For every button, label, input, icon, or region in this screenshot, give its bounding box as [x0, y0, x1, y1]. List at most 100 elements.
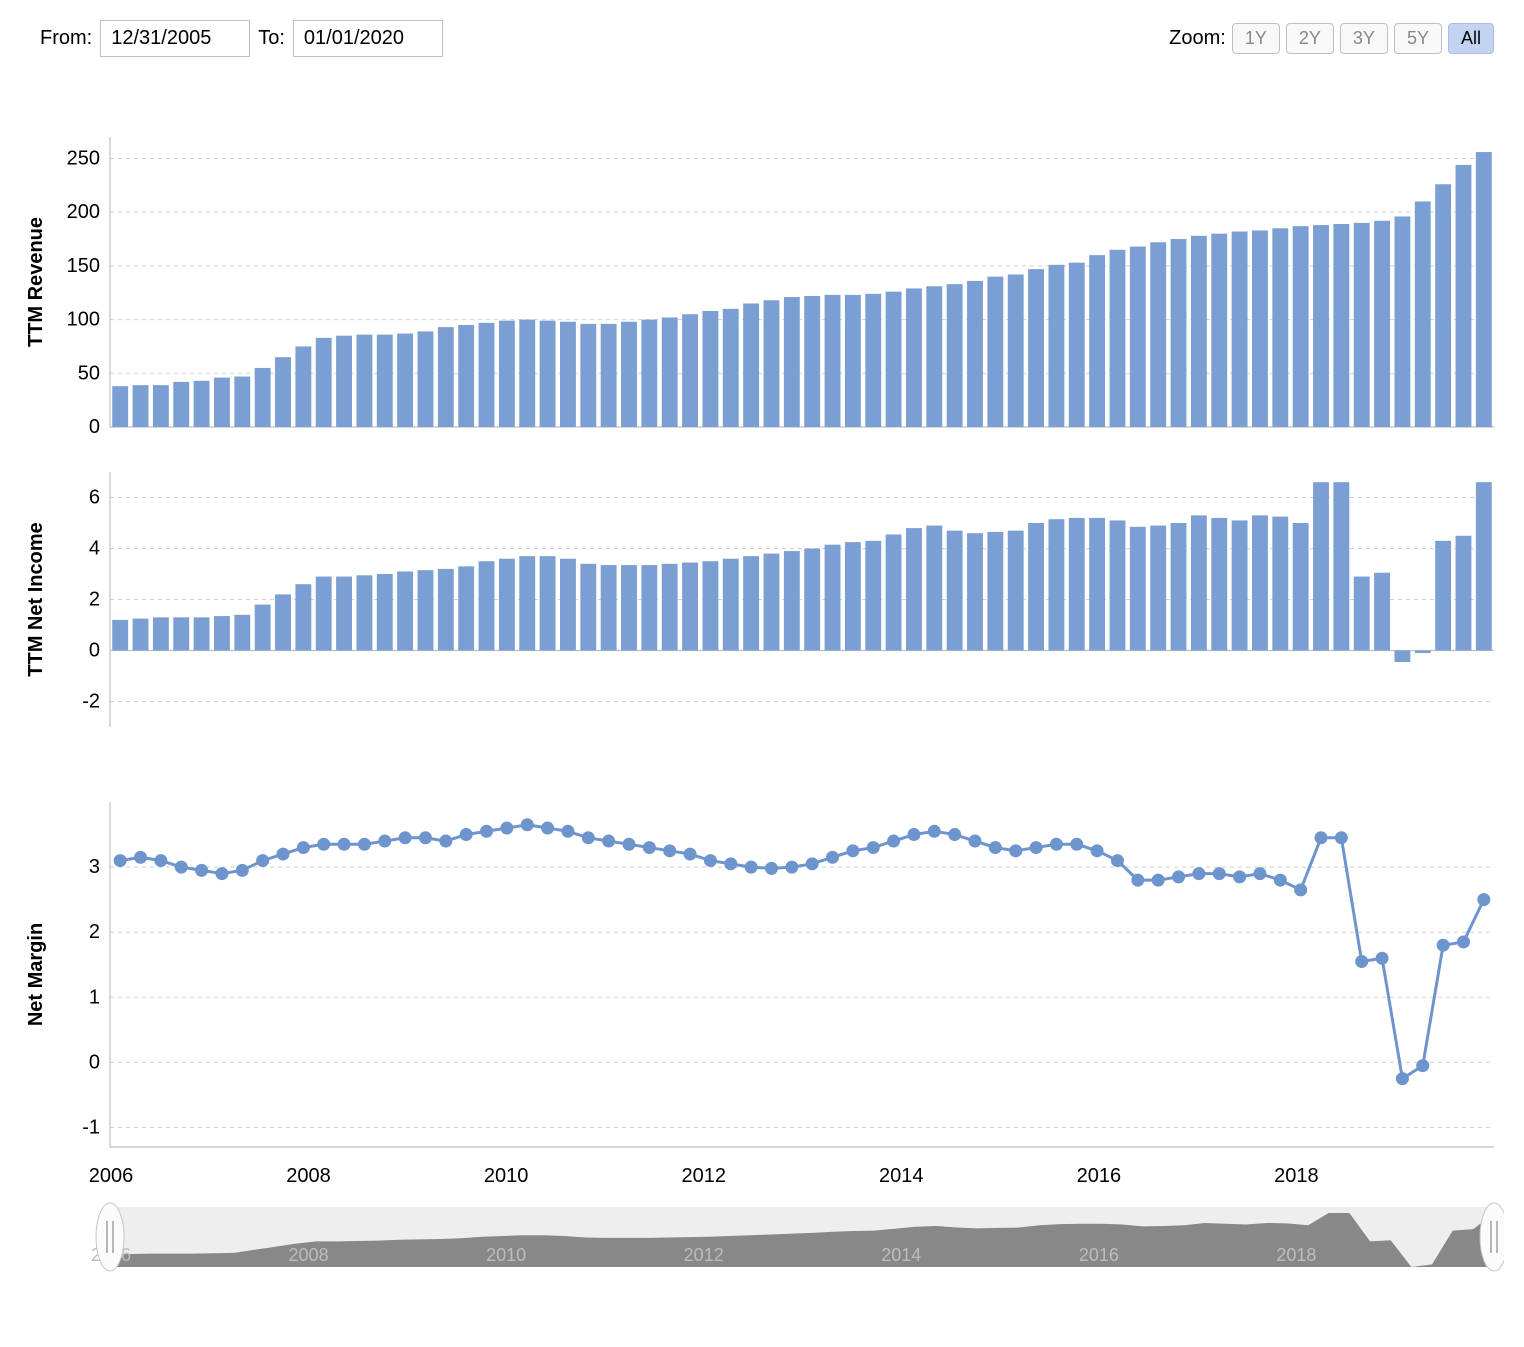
bar	[519, 556, 535, 650]
zoom-3y-button[interactable]: 3Y	[1340, 23, 1388, 54]
svg-text:2016: 2016	[1079, 1245, 1119, 1265]
bar	[784, 551, 800, 650]
bar	[682, 563, 698, 651]
nav-handle[interactable]	[96, 1203, 124, 1271]
zoom-all-button[interactable]: All	[1448, 23, 1494, 54]
margin-dot	[684, 848, 697, 861]
svg-text:2018: 2018	[1274, 1165, 1319, 1187]
bar	[479, 323, 495, 427]
bar	[153, 385, 169, 427]
margin-dot	[969, 835, 982, 848]
bar	[1048, 519, 1064, 650]
margin-dot	[1131, 874, 1144, 887]
bar	[173, 617, 189, 650]
svg-text:100: 100	[67, 309, 100, 331]
svg-text:-1: -1	[82, 1116, 100, 1138]
margin-dot	[867, 841, 880, 854]
bar	[926, 526, 942, 651]
bar	[1354, 223, 1370, 427]
bar	[214, 616, 230, 650]
margin-dot	[928, 825, 941, 838]
bar	[1232, 520, 1248, 650]
bar	[1048, 265, 1064, 427]
bar	[641, 565, 657, 650]
margin-dot	[297, 841, 310, 854]
svg-text:2010: 2010	[486, 1245, 526, 1265]
margin-dot	[745, 861, 758, 874]
margin-dot	[1152, 874, 1165, 887]
bar	[1415, 651, 1431, 654]
bar	[723, 559, 739, 651]
bar	[1313, 225, 1329, 427]
zoom-label: Zoom:	[1169, 27, 1226, 50]
svg-text:50: 50	[78, 362, 100, 384]
margin-dot	[338, 838, 351, 851]
svg-text:Net Margin: Net Margin	[25, 923, 47, 1026]
from-date-input[interactable]	[100, 20, 250, 57]
bar	[825, 295, 841, 427]
bar	[784, 297, 800, 427]
bar	[621, 565, 637, 650]
bar	[377, 574, 393, 651]
margin-dot	[378, 835, 391, 848]
margin-dot	[561, 825, 574, 838]
bar	[926, 286, 942, 427]
margin-dot	[1253, 867, 1266, 880]
bar	[418, 570, 434, 650]
bar	[173, 382, 189, 427]
margin-dot	[826, 851, 839, 864]
bar	[1089, 255, 1105, 427]
margin-dot	[541, 822, 554, 835]
bar	[234, 377, 250, 427]
margin-dot	[765, 862, 778, 875]
bar	[1476, 152, 1492, 427]
margin-dot	[1091, 844, 1104, 857]
bar	[1130, 247, 1146, 427]
bar	[1110, 250, 1126, 427]
svg-text:2012: 2012	[681, 1165, 726, 1187]
svg-text:2008: 2008	[289, 1245, 329, 1265]
chart-area: 050100150200250TTM Revenue-20246TTM Net …	[20, 67, 1504, 1327]
margin-dot	[643, 841, 656, 854]
margin-dot	[1477, 893, 1490, 906]
zoom-controls: Zoom: 1Y 2Y 3Y 5Y All	[1169, 23, 1494, 54]
nav-handle[interactable]	[1480, 1203, 1504, 1271]
margin-dot	[948, 828, 961, 841]
svg-text:2: 2	[89, 589, 100, 611]
bar	[845, 542, 861, 650]
svg-text:2006: 2006	[89, 1165, 134, 1187]
bar	[1069, 518, 1085, 651]
bar	[1394, 216, 1410, 427]
bar	[825, 545, 841, 651]
bar	[479, 561, 495, 650]
svg-text:2014: 2014	[881, 1245, 921, 1265]
svg-text:0: 0	[89, 1051, 100, 1073]
from-label: From:	[40, 27, 92, 50]
bar	[1272, 228, 1288, 427]
bar	[886, 534, 902, 650]
svg-text:2008: 2008	[286, 1165, 331, 1187]
margin-dot	[1396, 1072, 1409, 1085]
svg-text:2016: 2016	[1077, 1165, 1122, 1187]
margin-dot	[1355, 955, 1368, 968]
zoom-2y-button[interactable]: 2Y	[1286, 23, 1334, 54]
svg-text:150: 150	[67, 255, 100, 277]
margin-dot	[215, 867, 228, 880]
zoom-1y-button[interactable]: 1Y	[1232, 23, 1280, 54]
zoom-5y-button[interactable]: 5Y	[1394, 23, 1442, 54]
margin-dot	[1192, 867, 1205, 880]
bar	[275, 594, 291, 650]
bar	[560, 559, 576, 651]
bar	[540, 321, 556, 427]
bar	[356, 575, 372, 650]
bar	[1089, 518, 1105, 651]
margin-dot	[134, 851, 147, 864]
margin-dot	[195, 864, 208, 877]
svg-text:4: 4	[89, 538, 100, 560]
svg-text:6: 6	[89, 487, 100, 509]
bar	[967, 533, 983, 650]
margin-dot	[399, 831, 412, 844]
svg-text:TTM Revenue: TTM Revenue	[25, 217, 47, 347]
to-date-input[interactable]	[293, 20, 443, 57]
bar	[1110, 520, 1126, 650]
